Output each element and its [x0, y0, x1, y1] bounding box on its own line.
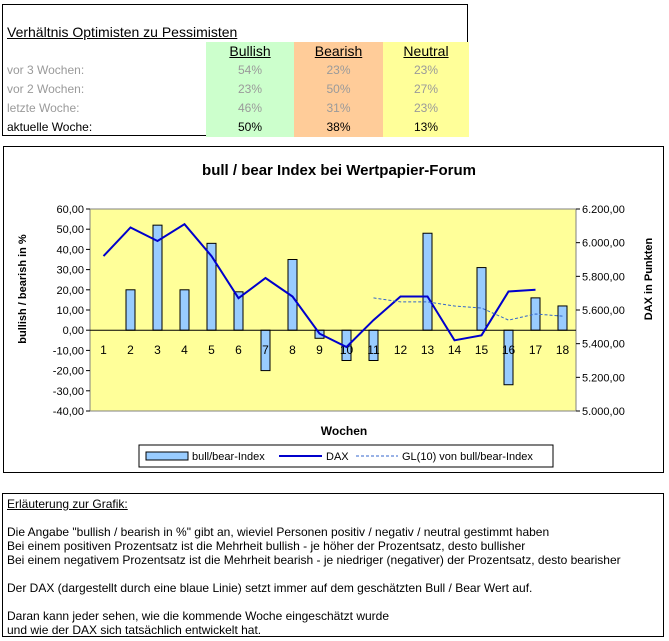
x-tick-label: 15 [475, 343, 489, 357]
explanation-line: Die Angabe "bullish / bearish in %" gibt… [7, 525, 550, 539]
x-tick-label: 18 [556, 343, 570, 357]
bearish-value: 31% [294, 99, 383, 118]
x-tick-label: 3 [154, 343, 161, 357]
y2-tick-label: 5.800,00 [582, 271, 625, 283]
y-tick-label: 40,00 [56, 244, 84, 256]
explanation-heading: Erläuterung zur Grafik: [7, 497, 128, 511]
table-row: aktuelle Woche: 50% 38% 13% [3, 118, 469, 137]
explanation-line: Der DAX (dargestellt durch eine blaue Li… [7, 581, 533, 595]
bearish-value: 50% [294, 80, 383, 99]
plot-area [89, 208, 577, 412]
chart-frame: bull / bear Index bei Wertpapier-Forum b… [3, 146, 664, 473]
y-tick-label: -20,00 [53, 366, 84, 378]
table-row: vor 2 Wochen: 23% 50% 27% [3, 80, 469, 99]
neutral-value: 23% [383, 61, 469, 80]
bearish-value: 38% [294, 118, 383, 137]
x-tick-label: 9 [316, 343, 323, 357]
x-tick-label: 6 [235, 343, 242, 357]
explanation-line: Bei einem positiven Prozentsatz ist die … [7, 539, 526, 553]
legend-label-index: bull/bear-Index [192, 451, 265, 463]
bullish-value: 54% [206, 61, 294, 80]
x-tick-label: 1 [100, 343, 107, 357]
x-tick-label: 2 [127, 343, 134, 357]
row-label: vor 2 Wochen: [7, 82, 85, 96]
chart-legend: bull/bear-Index DAX GL(10) von bull/bear… [138, 444, 554, 468]
y2-tick-label: 6.000,00 [582, 238, 625, 250]
y-axis-label: bullish / bearish in % [17, 234, 29, 344]
bar [422, 232, 433, 331]
x-tick-label: 4 [181, 343, 188, 357]
row-label: vor 3 Wochen: [7, 63, 85, 77]
y-tick-label: 30,00 [56, 265, 84, 277]
sentiment-table: Verhältnis Optimisten zu Pessimisten Bul… [2, 4, 469, 137]
y2-tick-label: 5.400,00 [582, 339, 625, 351]
explanation-line: Daran kann jeder sehen, wie die kommende… [7, 609, 389, 623]
explanation-line: und wie der DAX sich tatsächlich entwick… [7, 623, 262, 637]
x-tick-label: 11 [367, 343, 380, 357]
row-label: letzte Woche: [7, 101, 80, 115]
x-tick-label: 5 [208, 343, 215, 357]
bar [179, 289, 190, 331]
y-tick-label: 0,00 [63, 325, 84, 337]
x-tick-label: 17 [529, 343, 543, 357]
y2-tick-label: 5.200,00 [582, 372, 625, 384]
legend-label-dax: DAX [326, 451, 349, 463]
bullish-value: 46% [206, 99, 294, 118]
header-neutral: Neutral [383, 42, 469, 61]
legend-label-gl10: GL(10) von bull/bear-Index [402, 451, 533, 463]
header-bearish: Bearish [294, 42, 383, 61]
explanation-line: Bei einem negativem Prozentsatz ist die … [7, 553, 621, 567]
header-row: Bullish Bearish Neutral [3, 42, 469, 61]
y-tick-label: 50,00 [56, 224, 84, 236]
y2-tick-label: 5.000,00 [582, 406, 625, 418]
bar [503, 329, 514, 386]
bullish-value: 23% [206, 80, 294, 99]
chart-title: bull / bear Index bei Wertpapier-Forum [202, 162, 476, 179]
y2-tick-label: 6.200,00 [582, 204, 625, 216]
bull-bear-chart: bull / bear Index bei Wertpapier-Forum b… [17, 162, 655, 468]
y-tick-label: 10,00 [56, 305, 84, 317]
neutral-value: 27% [383, 80, 469, 99]
bullish-value: 50% [206, 118, 294, 137]
y2-tick-label: 5.600,00 [582, 305, 625, 317]
x-tick-label: 13 [421, 343, 435, 357]
y-tick-label: 20,00 [56, 285, 84, 297]
row-label: aktuelle Woche: [7, 120, 93, 134]
legend-bar-swatch [145, 451, 189, 461]
x-tick-label: 14 [448, 343, 462, 357]
x-axis-label: Wochen [321, 424, 367, 438]
explanation-box: Erläuterung zur Grafik: Die Angabe "bull… [2, 493, 664, 637]
y2-axis-label: DAX in Punkten [643, 237, 655, 320]
y-tick-label: -40,00 [53, 406, 84, 418]
y-tick-label: 60,00 [56, 204, 84, 216]
sentiment-title: Verhältnis Optimisten zu Pessimisten [7, 24, 238, 40]
x-tick-label: 12 [394, 343, 408, 357]
chart-marks: 60,00 50,00 40,00 30,00 20,00 10,00 0,00 -10,00… [53, 204, 625, 418]
bar [125, 289, 136, 331]
legend-box [138, 444, 554, 468]
header-bullish: Bullish [206, 42, 294, 61]
y-tick-label: -10,00 [53, 345, 84, 357]
bar [557, 305, 568, 331]
neutral-value: 13% [383, 118, 469, 137]
bearish-value: 23% [294, 61, 383, 80]
x-tick-label: 16 [502, 343, 516, 357]
x-tick-label: 10 [340, 343, 354, 357]
gl10-line [373, 297, 563, 321]
x-tick-label: 7 [262, 343, 269, 357]
table-row: letzte Woche: 46% 31% 23% [3, 99, 469, 118]
bar [476, 267, 487, 331]
neutral-value: 23% [383, 99, 469, 118]
x-tick-label: 8 [289, 343, 296, 357]
table-row: vor 3 Wochen: 54% 23% 23% [3, 61, 469, 80]
dax-line [102, 222, 536, 349]
y-tick-label: -30,00 [53, 386, 84, 398]
